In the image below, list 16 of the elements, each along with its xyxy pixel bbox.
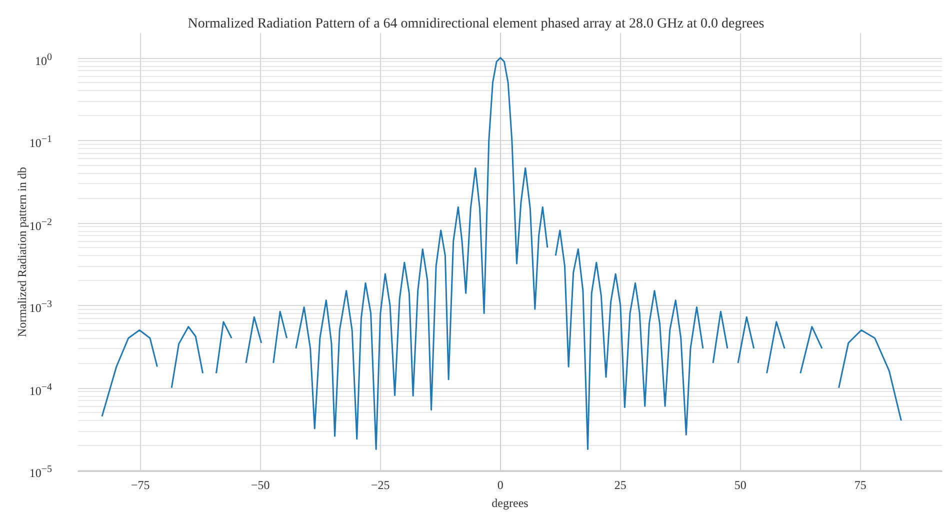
x-tick-label: 25: [614, 478, 626, 492]
x-tick-label: 0: [497, 478, 504, 492]
y-tick-label: 10$^{−4}$: [29, 380, 52, 399]
x-tick-label: 50: [734, 478, 746, 492]
y-tick-label: 10$^{0}$: [35, 50, 52, 69]
x-tick-label: −25: [371, 478, 390, 492]
x-tick-label: −50: [251, 478, 270, 492]
y-tick-label: 10$^{−2}$: [29, 216, 52, 234]
x-tick-label: 75: [854, 478, 866, 492]
y-tick-label: 10$^{−5}$: [29, 463, 52, 482]
y-tick-label: 10$^{−3}$: [29, 298, 52, 316]
y-axis-title: Normalized Radiation pattern in db: [15, 167, 29, 337]
y-tick-label: 10$^{−1}$: [29, 133, 52, 152]
x-tick-label: −75: [131, 478, 150, 492]
chart-title: Normalized Radiation Pattern of a 64 omnidirectional element phased array at 28.0 GHz at 0.0 degrees: [188, 16, 764, 32]
x-axis-title: degrees: [492, 496, 529, 510]
